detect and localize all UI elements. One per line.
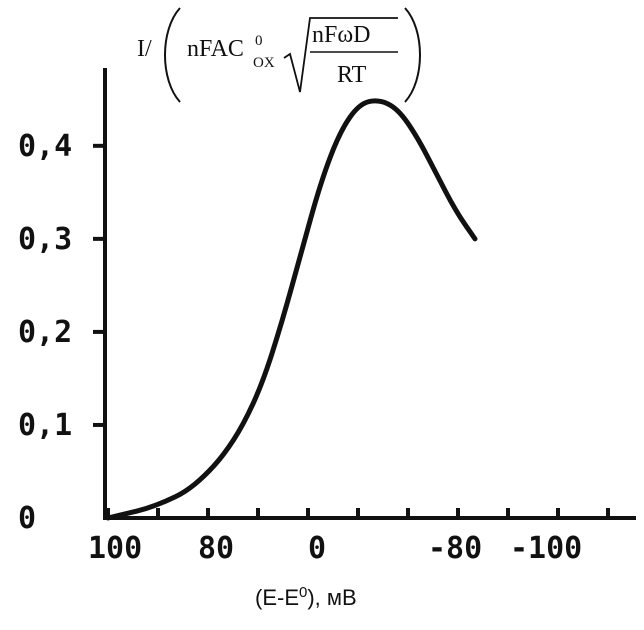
y-tick-label: 0,4 [18, 129, 72, 164]
ylabel-left-paren [164, 7, 181, 103]
svg-text:RT: RT [337, 62, 367, 88]
xlabel-prefix: (E-E [255, 585, 299, 610]
xlabel-suffix: ), мВ [307, 585, 356, 610]
svg-text:nFωD: nFωD [312, 22, 370, 48]
ylabel-main: nFAC [187, 36, 244, 62]
ylabel-fraction-denominator: RT [337, 62, 367, 88]
series-line [105, 98, 478, 521]
svg-text:I/: I/ [137, 36, 152, 62]
x-ticks [106, 508, 610, 518]
ylabel-prefix: I/ [137, 36, 152, 62]
ylabel-right-paren [404, 7, 421, 103]
x-tick-label: 0 [308, 531, 326, 566]
xlabel-superscript: 0 [299, 584, 307, 601]
svg-text:0: 0 [255, 33, 263, 49]
y-tick-label: 0,3 [18, 222, 72, 257]
x-tick-label: -100 [510, 531, 582, 566]
sqrt-sign-icon [283, 17, 398, 93]
y-tick-label: 0,1 [18, 408, 72, 443]
ylabel-fraction-numerator: nFωD [312, 22, 370, 48]
y-axis-label: I/ nFAC 0 OX nFωD RT [137, 7, 421, 103]
x-tick-labels: 100 80 0 -80 -100 [88, 531, 582, 566]
svg-text:nFAC: nFAC [187, 36, 244, 62]
x-tick-label: -80 [428, 531, 482, 566]
x-tick-label: 80 [198, 531, 234, 566]
ylabel-subscript: OX [253, 55, 275, 71]
x-tick-label: 100 [88, 531, 142, 566]
y-tick-labels: 0 0,1 0,2 0,3 0,4 [18, 129, 72, 536]
svg-text:(E-E0), мВ: (E-E0), мВ [255, 584, 357, 610]
y-tick-label: 0,2 [18, 315, 72, 350]
y-tick-label: 0 [18, 501, 36, 536]
ylabel-superscript: 0 [255, 33, 263, 49]
svg-text:OX: OX [253, 55, 275, 71]
y-ticks [93, 143, 105, 427]
x-axis-label: (E-E0), мВ [255, 584, 357, 610]
